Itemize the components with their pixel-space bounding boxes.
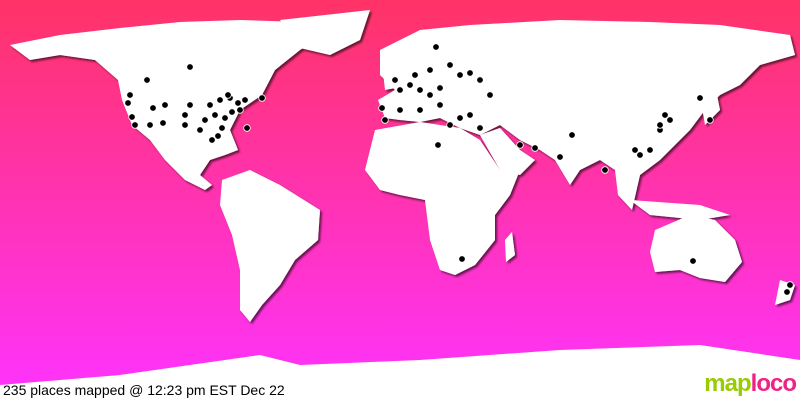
place-marker[interactable] bbox=[186, 63, 194, 71]
place-marker[interactable] bbox=[149, 104, 157, 112]
place-marker[interactable] bbox=[228, 108, 236, 116]
place-marker[interactable] bbox=[391, 76, 399, 84]
place-marker[interactable] bbox=[236, 106, 244, 114]
place-marker[interactable] bbox=[159, 119, 167, 127]
place-marker[interactable] bbox=[381, 116, 389, 124]
place-marker[interactable] bbox=[661, 111, 669, 119]
place-marker[interactable] bbox=[161, 101, 169, 109]
place-marker[interactable] bbox=[516, 141, 524, 149]
place-marker[interactable] bbox=[216, 96, 224, 104]
uk bbox=[383, 68, 395, 90]
place-marker[interactable] bbox=[143, 76, 151, 84]
place-marker[interactable] bbox=[646, 146, 654, 154]
place-marker[interactable] bbox=[243, 124, 251, 132]
place-marker[interactable] bbox=[396, 86, 404, 94]
place-marker[interactable] bbox=[689, 257, 697, 265]
place-marker[interactable] bbox=[636, 151, 644, 159]
place-marker[interactable] bbox=[411, 71, 419, 79]
place-marker[interactable] bbox=[241, 96, 249, 104]
place-marker[interactable] bbox=[208, 136, 216, 144]
place-marker[interactable] bbox=[783, 288, 791, 296]
place-marker[interactable] bbox=[124, 99, 132, 107]
place-marker[interactable] bbox=[434, 141, 442, 149]
place-marker[interactable] bbox=[126, 91, 134, 99]
antarctica bbox=[0, 345, 800, 400]
place-marker[interactable] bbox=[378, 104, 386, 112]
place-marker[interactable] bbox=[201, 116, 209, 124]
place-marker[interactable] bbox=[476, 124, 484, 132]
place-marker[interactable] bbox=[456, 114, 464, 122]
place-marker[interactable] bbox=[396, 106, 404, 114]
place-marker[interactable] bbox=[436, 101, 444, 109]
place-marker[interactable] bbox=[196, 126, 204, 134]
place-marker[interactable] bbox=[206, 101, 214, 109]
place-marker[interactable] bbox=[466, 111, 474, 119]
place-marker[interactable] bbox=[224, 91, 232, 99]
place-marker[interactable] bbox=[406, 81, 414, 89]
madagascar bbox=[505, 232, 515, 262]
place-marker[interactable] bbox=[601, 166, 609, 174]
place-marker[interactable] bbox=[568, 131, 576, 139]
place-marker[interactable] bbox=[786, 281, 794, 289]
australia bbox=[650, 215, 742, 282]
japan bbox=[700, 85, 720, 125]
place-marker[interactable] bbox=[458, 255, 466, 263]
place-marker[interactable] bbox=[218, 124, 226, 132]
place-marker[interactable] bbox=[556, 153, 564, 161]
place-marker[interactable] bbox=[706, 116, 714, 124]
place-marker[interactable] bbox=[446, 121, 454, 129]
place-marker[interactable] bbox=[211, 111, 219, 119]
indonesia bbox=[630, 200, 730, 220]
place-marker[interactable] bbox=[432, 43, 440, 51]
maploco-logo[interactable]: maploco bbox=[704, 370, 797, 397]
place-marker[interactable] bbox=[426, 66, 434, 74]
place-marker[interactable] bbox=[466, 69, 474, 77]
place-marker[interactable] bbox=[666, 116, 674, 124]
arabia bbox=[480, 128, 535, 175]
place-markers bbox=[124, 43, 794, 296]
place-marker[interactable] bbox=[426, 91, 434, 99]
eurasia bbox=[378, 20, 795, 210]
greenland bbox=[280, 10, 370, 55]
place-marker[interactable] bbox=[258, 94, 266, 102]
place-marker[interactable] bbox=[531, 144, 539, 152]
place-marker[interactable] bbox=[181, 121, 189, 129]
land-masses bbox=[0, 10, 800, 400]
north-america bbox=[10, 20, 330, 190]
place-marker[interactable] bbox=[131, 121, 139, 129]
place-marker[interactable] bbox=[631, 146, 639, 154]
place-marker[interactable] bbox=[446, 61, 454, 69]
place-marker[interactable] bbox=[186, 101, 194, 109]
africa bbox=[365, 122, 520, 275]
place-marker[interactable] bbox=[456, 71, 464, 79]
status-text: 235 places mapped @ 12:23 pm EST Dec 22 bbox=[3, 382, 285, 398]
place-marker[interactable] bbox=[146, 121, 154, 129]
place-marker[interactable] bbox=[486, 91, 494, 99]
place-marker[interactable] bbox=[221, 114, 229, 122]
place-marker[interactable] bbox=[416, 106, 424, 114]
place-marker[interactable] bbox=[128, 113, 136, 121]
place-marker[interactable] bbox=[436, 84, 444, 92]
place-marker[interactable] bbox=[181, 111, 189, 119]
place-marker[interactable] bbox=[696, 94, 704, 102]
place-marker[interactable] bbox=[234, 99, 242, 107]
place-marker[interactable] bbox=[214, 132, 222, 140]
place-marker[interactable] bbox=[656, 121, 664, 129]
south-america bbox=[220, 170, 320, 322]
place-marker[interactable] bbox=[476, 76, 484, 84]
place-marker[interactable] bbox=[416, 86, 424, 94]
